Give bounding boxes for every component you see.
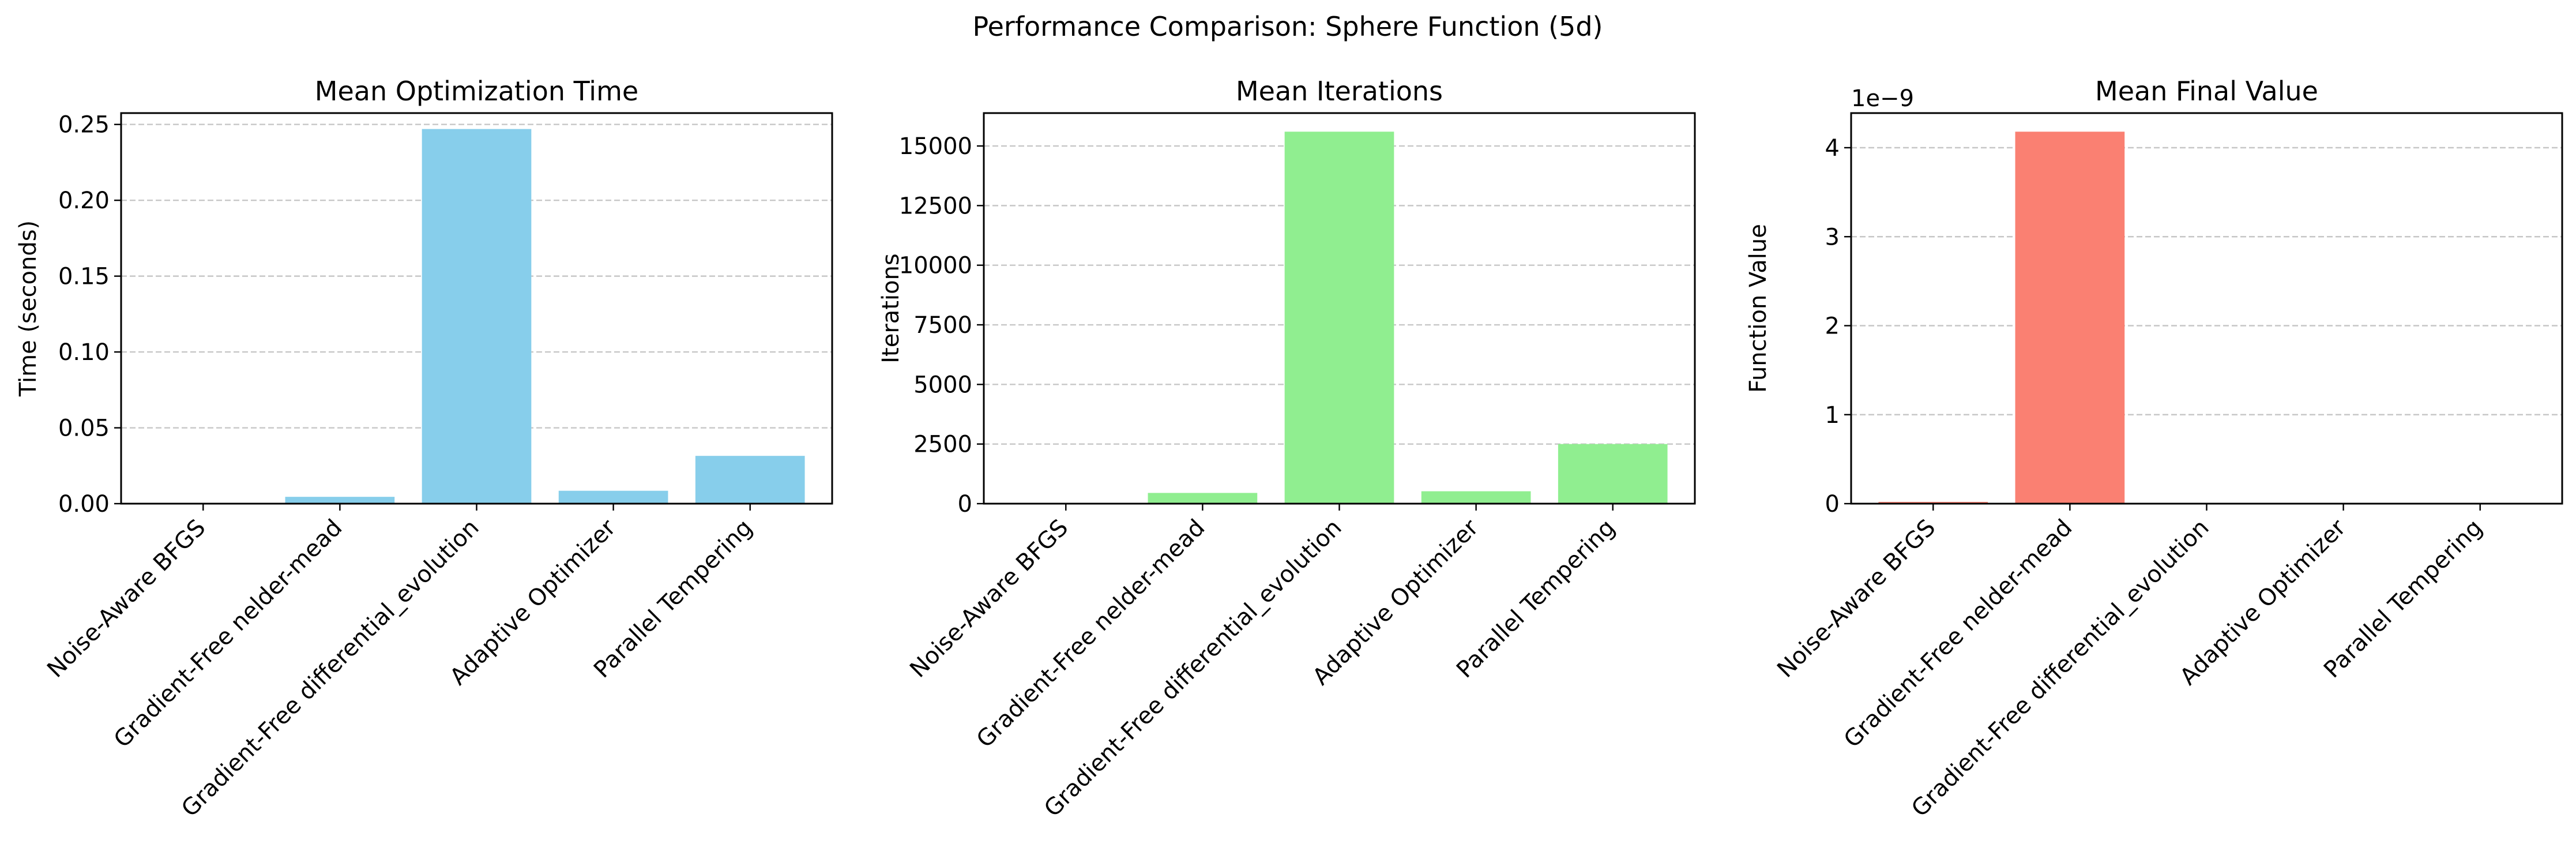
y-tick-label: 2 xyxy=(1825,313,1840,340)
y-tick-label: 0.20 xyxy=(58,187,110,214)
y-tick-label: 0.00 xyxy=(58,491,110,518)
y-tick-label: 0.25 xyxy=(58,112,110,138)
bar-4 xyxy=(1421,491,1531,504)
x-tick-label: Gradient-Free differential_evolution xyxy=(176,515,484,823)
y-tick-label: 1 xyxy=(1825,402,1840,429)
y-tick-label: 5000 xyxy=(913,372,972,398)
bar-5 xyxy=(1558,444,1668,504)
x-tick-label: Gradient-Free nelder-mead xyxy=(1839,515,2078,753)
y-axis-label: Time (seconds) xyxy=(15,220,42,397)
bar-5 xyxy=(695,456,805,504)
y-tick-label: 0.15 xyxy=(58,264,110,290)
subplot-title: Mean Final Value xyxy=(2095,76,2318,107)
x-tick-label: Gradient-Free nelder-mead xyxy=(109,515,348,753)
x-tick-label: Gradient-Free nelder-mead xyxy=(972,515,1210,753)
y-tick-label: 10000 xyxy=(899,253,972,279)
offset-label: 1e−9 xyxy=(1851,85,1914,112)
y-tick-label: 0.10 xyxy=(58,339,110,366)
y-tick-label: 12500 xyxy=(899,193,972,219)
bar-3 xyxy=(1284,132,1394,504)
bar-4 xyxy=(558,490,668,504)
y-tick-label: 0 xyxy=(958,491,972,518)
bar-2 xyxy=(1148,493,1258,504)
bar-2 xyxy=(285,497,395,504)
y-axis-label: Iterations xyxy=(878,253,904,363)
bar-3 xyxy=(422,129,532,504)
figure-title: Performance Comparison: Sphere Function … xyxy=(973,11,1603,42)
y-tick-label: 0 xyxy=(1825,491,1840,518)
y-tick-label: 15000 xyxy=(899,133,972,160)
x-tick-label: Gradient-Free differential_evolution xyxy=(1039,515,1347,823)
y-tick-label: 4 xyxy=(1825,135,1840,162)
y-axis-label: Function Value xyxy=(1745,224,1772,393)
y-tick-label: 7500 xyxy=(913,312,972,339)
axes-frame xyxy=(1850,112,2563,505)
subplot-title: Mean Iterations xyxy=(1236,76,1443,107)
bar-2 xyxy=(2015,132,2125,504)
subplot-title: Mean Optimization Time xyxy=(315,76,638,107)
y-tick-label: 2500 xyxy=(913,432,972,458)
bar-1 xyxy=(1878,501,1988,504)
subplot-2: 0250050007500100001250015000Noise-Aware … xyxy=(878,76,1696,823)
x-tick-label: Gradient-Free differential_evolution xyxy=(1906,515,2214,823)
y-tick-label: 3 xyxy=(1825,224,1840,250)
y-tick-label: 0.05 xyxy=(58,415,110,442)
